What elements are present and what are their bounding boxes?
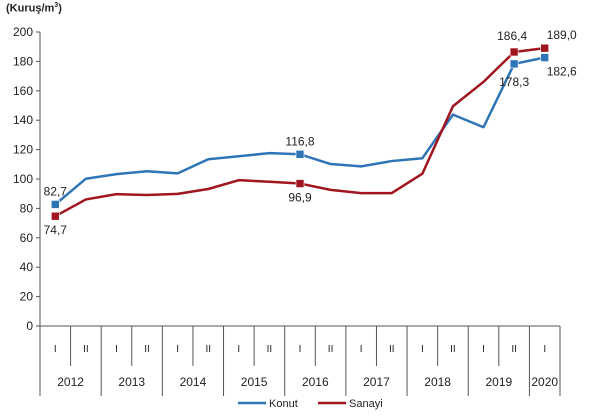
y-tick-label: 200 (13, 25, 33, 39)
data-label: 189,0 (547, 28, 577, 42)
data-point-marker (50, 200, 60, 209)
y-axis-unit-label: (Kuruş/m3) (6, 2, 62, 15)
data-point-marker (295, 179, 305, 188)
x-year-label: 2013 (118, 375, 145, 389)
data-label: 116,8 (285, 134, 314, 148)
x-period-label: I (176, 344, 179, 355)
x-year-label: 2020 (531, 375, 558, 389)
data-label: 178,3 (499, 75, 529, 89)
y-tick-label: 140 (13, 113, 33, 127)
y-tick-label: 180 (13, 54, 33, 68)
data-point-marker (509, 47, 519, 57)
x-period-label: II (144, 344, 150, 355)
data-label: 96,9 (288, 191, 312, 205)
x-period-label: I (360, 344, 363, 355)
y-tick-label: 40 (20, 260, 34, 274)
x-period-label: I (115, 344, 118, 355)
data-point-marker (295, 150, 305, 159)
x-period-label: I (482, 344, 485, 355)
x-period-label: II (389, 344, 395, 355)
x-period-label: II (267, 344, 273, 355)
x-period-label: II (450, 344, 456, 355)
x-period-label: I (421, 344, 424, 355)
x-period-label: II (328, 344, 334, 355)
x-year-label: 2016 (302, 375, 329, 389)
y-tick-label: 80 (20, 201, 34, 215)
y-tick-label: 100 (13, 172, 33, 186)
y-tick-label: 20 (20, 290, 34, 304)
y-tick-label: 0 (26, 319, 33, 333)
data-label: 74,7 (44, 223, 68, 237)
x-period-label: I (237, 344, 240, 355)
data-point-marker (540, 53, 550, 62)
y-tick-label: 60 (20, 231, 34, 245)
x-year-label: 2019 (485, 375, 512, 389)
x-period-label: II (205, 344, 211, 355)
x-year-label: 2015 (241, 375, 268, 389)
x-period-label: I (543, 344, 546, 355)
x-year-label: 2018 (424, 375, 451, 389)
x-period-label: II (83, 344, 89, 355)
x-year-label: 2012 (57, 375, 84, 389)
x-period-label: II (511, 344, 517, 355)
x-year-label: 2014 (180, 375, 207, 389)
data-label: 186,4 (497, 29, 527, 43)
legend-label-sanayi: Sanayi (349, 398, 383, 410)
data-point-marker (50, 211, 60, 221)
data-label: 82,7 (44, 184, 68, 198)
legend-label-konut: Konut (269, 398, 298, 410)
x-period-label: I (54, 344, 57, 355)
y-tick-label: 120 (13, 143, 33, 157)
y-tick-label: 160 (13, 84, 33, 98)
x-year-label: 2017 (363, 375, 390, 389)
data-point-marker (540, 43, 550, 53)
data-point-marker (509, 59, 519, 69)
data-label: 182,6 (547, 65, 577, 79)
x-period-label: I (299, 344, 302, 355)
